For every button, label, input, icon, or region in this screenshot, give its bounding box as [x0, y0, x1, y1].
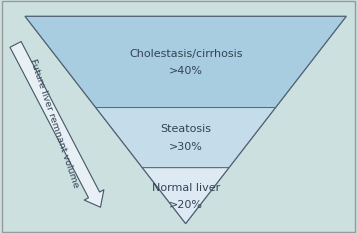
Polygon shape: [96, 108, 276, 168]
Text: >20%: >20%: [169, 200, 203, 210]
Text: Cholestasis/cirrhosis: Cholestasis/cirrhosis: [129, 49, 242, 59]
Polygon shape: [25, 16, 346, 108]
Text: Future liver remnant volume: Future liver remnant volume: [28, 58, 81, 189]
Text: Normal liver: Normal liver: [151, 182, 220, 192]
Text: >30%: >30%: [169, 142, 202, 152]
Polygon shape: [142, 168, 229, 224]
Text: >40%: >40%: [169, 66, 203, 76]
FancyArrowPatch shape: [10, 41, 104, 207]
Text: Steatosis: Steatosis: [160, 124, 211, 134]
